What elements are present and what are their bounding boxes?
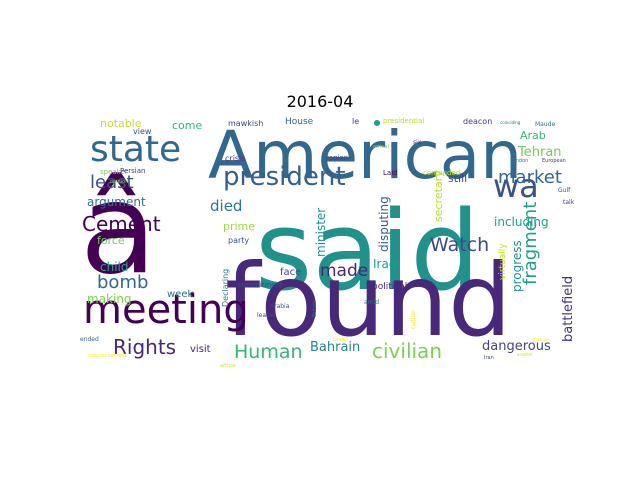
- word-1: said: [255, 187, 480, 315]
- word-37: notable: [100, 117, 142, 130]
- word-78: rapprochement: [88, 353, 127, 359]
- word-73: article: [220, 363, 236, 367]
- word-76: coinciding: [500, 120, 521, 125]
- word-5: meeting: [83, 287, 249, 333]
- word-24: including: [494, 215, 549, 229]
- word-9: Cement: [82, 212, 161, 236]
- word-19: died: [210, 197, 242, 215]
- word-68: Britain: [312, 301, 318, 317]
- word-3: found: [225, 242, 512, 359]
- word-15: least: [90, 172, 134, 193]
- word-31: making: [87, 292, 132, 306]
- word-48: party: [228, 236, 249, 245]
- word-71: Iran: [484, 355, 494, 361]
- word-35: Arab: [520, 129, 546, 142]
- word-18: made: [320, 261, 368, 281]
- word-74: London: [510, 158, 528, 164]
- word-41: face: [280, 267, 301, 278]
- word-62: Persian: [120, 167, 145, 175]
- word-69: Union: [333, 337, 347, 343]
- word-22: Bahrain: [310, 340, 360, 355]
- word-4: American: [208, 117, 522, 194]
- word-6: state: [90, 129, 181, 170]
- word-cloud: said â found American meeting state wa presiden…: [80, 117, 580, 367]
- word-66: opinion: [110, 179, 128, 185]
- word-36: still: [448, 172, 467, 185]
- word-77: stronger: [532, 337, 549, 342]
- word-46: crisis: [225, 154, 245, 163]
- word-23: Tehran: [517, 145, 562, 160]
- word-27: minister: [314, 208, 328, 257]
- word-45: view: [133, 127, 152, 136]
- word-32: argument: [87, 195, 146, 209]
- word-33: force: [97, 234, 125, 247]
- word-44: House: [285, 117, 314, 127]
- word-21: dangerous: [482, 339, 551, 354]
- word-14: market: [498, 167, 562, 188]
- word-40: visit: [190, 344, 211, 355]
- word-67: Arabia: [270, 303, 290, 310]
- word-17: fragment: [520, 202, 541, 285]
- word-39: week: [167, 289, 193, 300]
- word-49: mawkish: [228, 119, 263, 128]
- word-63: talk: [563, 199, 575, 206]
- word-60: Maude: [535, 121, 555, 128]
- chart-title: 2016-04: [286, 92, 354, 111]
- word-50: deacon: [463, 117, 492, 126]
- word-2: â: [80, 157, 157, 302]
- word-54: speaker: [100, 168, 128, 176]
- word-8: president: [223, 162, 346, 192]
- word-34: prime: [223, 220, 255, 233]
- word-61: contended: [423, 169, 460, 177]
- word-16: bomb: [97, 272, 148, 293]
- word-42: political: [372, 282, 407, 292]
- word-55: region: [326, 154, 348, 162]
- word-79: another: [517, 352, 533, 357]
- word-64: Gulf: [558, 187, 571, 194]
- word-47: Declaring: [221, 269, 230, 307]
- word-11: civilian: [372, 339, 442, 363]
- word-59: six: [413, 139, 422, 146]
- word-52: Laid: [383, 169, 398, 177]
- word-12: Human: [234, 341, 303, 363]
- word-65: ended: [80, 336, 99, 343]
- word-13: Watch: [430, 234, 489, 256]
- word-58: leader: [257, 312, 277, 319]
- word-43: virtually: [498, 243, 508, 280]
- word-29: Iraqi: [373, 257, 400, 271]
- word-72: arrival: [373, 144, 389, 150]
- word-25: progress: [510, 240, 524, 292]
- word-26: disputing: [377, 196, 391, 252]
- word-38: come: [172, 119, 202, 132]
- word-20: battlefield: [561, 276, 576, 342]
- word-10: Rights: [113, 335, 176, 359]
- word-7: wa: [493, 167, 539, 205]
- word-75: European: [542, 158, 566, 164]
- word-56: presidential: [383, 117, 424, 125]
- word-51: le: [352, 117, 359, 126]
- word-53: commitment: [238, 281, 283, 289]
- word-28: secretary: [432, 170, 445, 222]
- dot-mark: [374, 120, 380, 126]
- word-70: nation: [410, 310, 417, 329]
- word-57: amid: [364, 299, 379, 306]
- word-30: child: [100, 260, 129, 274]
